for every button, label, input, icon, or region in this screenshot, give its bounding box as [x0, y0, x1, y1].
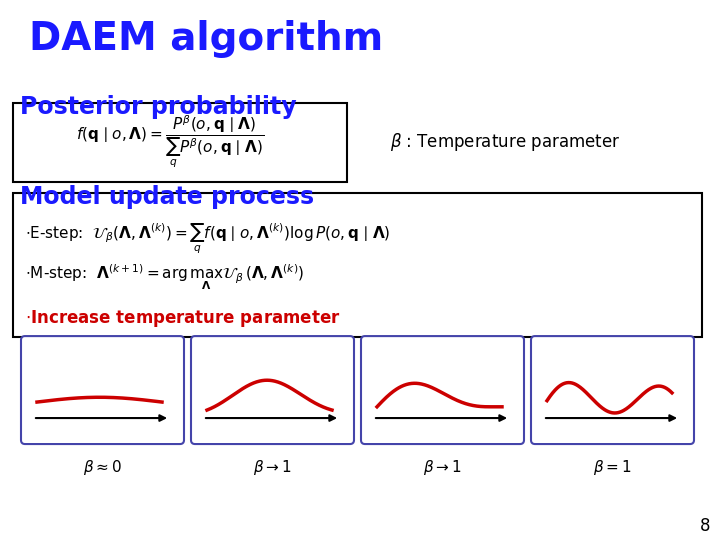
Text: $\cdot$Increase temperature parameter: $\cdot$Increase temperature parameter	[25, 308, 341, 329]
Text: $\beta \rightarrow 1$: $\beta \rightarrow 1$	[423, 458, 462, 477]
Text: $\cdot$M-step:  $\mathbf{\Lambda}^{(k+1)} = \arg\max_{\mathbf{\Lambda}}\mathcal{: $\cdot$M-step: $\mathbf{\Lambda}^{(k+1)}…	[25, 262, 305, 292]
Text: $\beta \rightarrow 1$: $\beta \rightarrow 1$	[253, 458, 292, 477]
Text: $f(\mathbf{q}\mid o,\mathbf{\Lambda}) = \dfrac{P^\beta(o,\mathbf{q}\mid\mathbf{\: $f(\mathbf{q}\mid o,\mathbf{\Lambda}) = …	[76, 114, 264, 171]
Text: $\beta$ : Temperature parameter: $\beta$ : Temperature parameter	[390, 131, 621, 153]
FancyBboxPatch shape	[13, 193, 702, 337]
Text: Posterior probability: Posterior probability	[20, 95, 297, 119]
Text: DAEM algorithm: DAEM algorithm	[29, 19, 383, 58]
Text: $\cdot$E-step:  $\mathcal{U}_\beta(\mathbf{\Lambda},\mathbf{\Lambda}^{(k)}) = \s: $\cdot$E-step: $\mathcal{U}_\beta(\mathb…	[25, 222, 390, 256]
FancyBboxPatch shape	[531, 336, 694, 444]
FancyBboxPatch shape	[21, 336, 184, 444]
FancyBboxPatch shape	[191, 336, 354, 444]
Text: Model update process: Model update process	[20, 185, 314, 209]
Text: 8: 8	[700, 517, 710, 535]
FancyBboxPatch shape	[361, 336, 524, 444]
FancyBboxPatch shape	[13, 103, 347, 182]
Text: $\beta \approx 0$: $\beta \approx 0$	[83, 458, 122, 477]
Text: $\beta = 1$: $\beta = 1$	[593, 458, 632, 477]
